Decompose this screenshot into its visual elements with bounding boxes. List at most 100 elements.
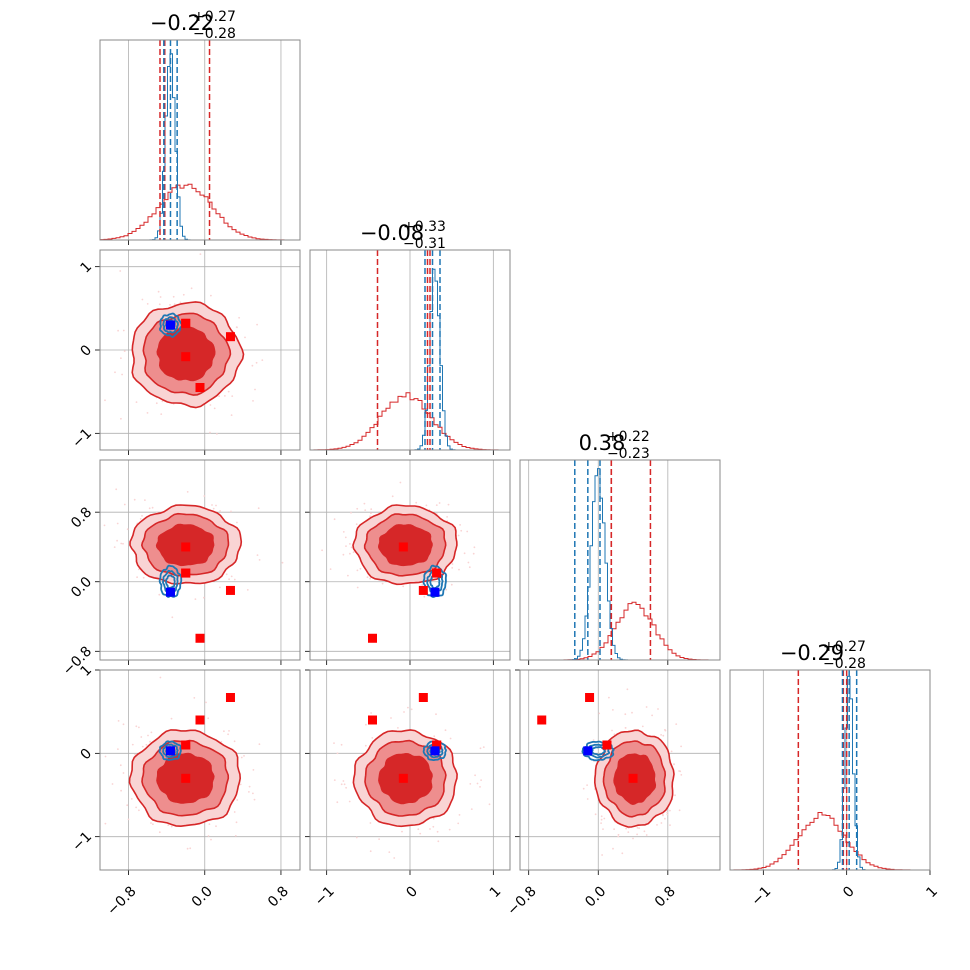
sample-point [148,507,151,510]
y-tick-label: −1 [69,426,95,452]
sample-point [140,736,143,738]
sample-point [378,838,380,840]
blue-contour-1 [162,316,179,334]
sample-point [369,850,372,853]
sample-point [117,748,119,750]
sample-point [240,756,243,759]
sample-point [370,508,373,511]
sample-point [419,832,422,835]
sample-point [342,531,345,533]
sample-point [194,598,197,600]
sample-point [231,395,234,397]
sample-point [117,329,119,332]
sample-point [674,794,676,797]
sample-point [359,567,362,570]
sample-point [135,401,138,403]
sample-point [632,837,634,840]
red-marker [181,568,191,578]
sample-point [144,499,146,501]
blue-contour-1 [162,743,179,759]
sample-point [236,799,239,801]
sample-point [103,524,106,527]
sample-point [236,521,238,524]
sample-point [159,296,162,298]
sample-point [141,745,144,748]
sample-point [399,481,402,484]
sample-point [258,559,261,561]
sample-point [225,573,228,576]
sample-point [612,709,614,711]
contour-panel-2-0: −0.80.00.8 [60,459,301,679]
sample-point [657,708,659,710]
histogram-panel-3: −0.29+0.27 −0.28 −1 0 1 [729,639,941,909]
sample-point [645,706,648,708]
sample-point [651,714,653,717]
sample-point [120,417,122,420]
sample-point [448,828,451,831]
sample-point [120,789,122,792]
sample-point [123,503,126,506]
sample-point [624,727,627,729]
sample-point [213,407,216,410]
sample-point [458,814,461,816]
red-marker [418,693,428,702]
sample-point [230,510,232,513]
sample-point [256,554,259,556]
y-tick-label: −1 [69,829,95,855]
red-marker [368,633,377,643]
sample-point [638,827,640,830]
sample-point [415,501,418,504]
sample-point [350,511,352,514]
blue-histogram [310,268,510,450]
sample-point [474,774,476,777]
sample-point [621,852,624,855]
blue-marker [165,746,175,756]
sample-point [627,831,630,833]
sample-point [582,787,585,790]
red-marker [225,332,235,342]
sample-point [136,576,139,579]
sample-point [631,711,633,714]
red-histogram [520,601,720,660]
red-marker [195,633,205,643]
sample-point [449,737,452,740]
sample-point [370,512,372,515]
sample-point [356,507,359,510]
sample-point [429,828,431,830]
sample-point [602,828,604,830]
sample-point [190,287,193,290]
sample-point [675,723,678,725]
panel-title: −0.22+0.27 −0.28 [150,9,236,42]
sample-point [444,729,447,732]
sample-point [459,524,461,526]
sample-point [146,412,149,414]
sample-point [673,763,675,766]
sample-point [170,825,173,828]
sample-point [433,735,436,738]
sample-point [126,804,129,807]
sample-point [436,830,439,833]
sample-point [157,290,160,293]
sample-point [145,743,148,746]
sample-point [656,824,658,826]
sample-point [246,589,249,591]
sample-point [472,552,475,555]
sample-point [215,504,217,507]
sample-point [363,502,366,505]
sample-point [150,731,153,734]
sample-point [209,431,211,434]
sample-point [281,561,284,564]
sample-point [210,838,212,841]
sample-point [470,808,473,810]
sample-point [349,543,351,545]
sample-point [104,822,107,825]
contour-panel-3-1: −1 0 1 [305,669,511,909]
panel-frame [309,249,511,451]
sample-point [402,585,405,588]
contour-panel-2-1 [305,459,511,665]
sample-point [600,822,602,824]
red-marker [398,542,408,552]
red-marker [432,568,442,578]
blue-contour-2 [165,574,176,589]
sample-point [678,770,680,772]
